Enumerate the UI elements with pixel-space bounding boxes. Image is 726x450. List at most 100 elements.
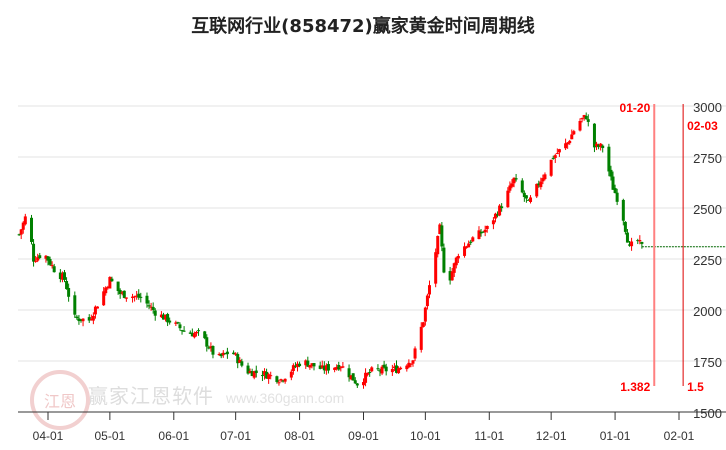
candle-body (382, 364, 386, 368)
candle-body (454, 257, 458, 266)
x-tick-label: 05-01 (95, 429, 126, 443)
watermark-seal (30, 370, 90, 430)
candle-body (36, 257, 40, 261)
candle-body (318, 365, 322, 369)
candle-body (73, 295, 77, 315)
x-tick-label: 04-01 (33, 429, 64, 443)
candle-body (267, 374, 271, 380)
candle-body (104, 287, 108, 294)
candle-body (240, 361, 244, 366)
candle-body (397, 368, 401, 374)
candle-body (30, 217, 34, 242)
candle-body (118, 290, 122, 295)
candle-body (298, 363, 302, 367)
candle-body (514, 178, 518, 180)
y-tick-label: 3000 (693, 100, 722, 115)
candle-body (640, 241, 644, 244)
candle-body (145, 295, 149, 304)
candle-body (95, 306, 99, 309)
candle-body (149, 306, 153, 308)
candle-body (368, 371, 372, 373)
candle-body (225, 351, 229, 355)
x-tick-label: 02-01 (664, 429, 695, 443)
candle-body (623, 221, 627, 232)
candle-body (636, 240, 640, 242)
candle-body (58, 272, 62, 280)
candle-body (421, 322, 425, 327)
candle-body (234, 353, 238, 355)
candle-body (151, 306, 155, 310)
candle-body (223, 353, 227, 355)
candle-body (211, 346, 215, 355)
candle-body (75, 316, 79, 319)
candle-body (81, 318, 85, 322)
candle-body (93, 306, 97, 315)
candle-body (87, 317, 91, 321)
candle-body (296, 363, 300, 368)
candle-body (539, 181, 543, 188)
x-tick-label: 07-01 (220, 429, 251, 443)
candle-body (120, 292, 124, 294)
candle-body (60, 273, 64, 280)
candle-body (541, 178, 545, 182)
candle-body (168, 320, 172, 323)
candle-body (349, 375, 353, 380)
candle-body (592, 123, 596, 148)
candle-body (419, 326, 423, 350)
candle-body (190, 332, 194, 337)
candle-body (32, 243, 36, 262)
candle-body (370, 367, 374, 372)
candle-body (219, 353, 223, 357)
candle-body (520, 180, 524, 193)
candle-body (423, 307, 427, 322)
candle-body (390, 368, 394, 373)
candle-body (621, 199, 625, 221)
candle-body (413, 348, 417, 359)
candle-body (65, 280, 69, 290)
candle-body (289, 371, 293, 378)
candle-body (564, 143, 568, 149)
candle-body (364, 372, 368, 383)
candle-body (467, 243, 471, 248)
candle-body (291, 365, 295, 372)
candle-body (135, 295, 139, 297)
candle-body (38, 255, 42, 259)
candle-body (283, 378, 287, 382)
candle-body (337, 365, 341, 370)
candle-body (551, 157, 555, 159)
x-tick-label: 10-01 (410, 429, 441, 443)
candle-body (463, 246, 467, 256)
candle-body (448, 271, 452, 281)
candle-body (510, 183, 514, 187)
y-tick-label: 1750 (693, 355, 722, 370)
candle-body (19, 229, 23, 235)
candle-body (469, 241, 473, 243)
candle-body (347, 368, 351, 378)
candle-body (252, 371, 256, 378)
candle-body (442, 247, 446, 273)
candle-body (638, 240, 642, 242)
candle-body (308, 365, 312, 368)
candle-body (601, 145, 605, 149)
candle-body (628, 244, 632, 246)
candle-body (139, 296, 143, 298)
candle-body (188, 332, 192, 334)
candle-body (425, 295, 429, 307)
candle-body (543, 174, 547, 180)
candle-body (471, 237, 475, 242)
candle-body (102, 291, 106, 306)
candle-body (147, 305, 151, 307)
candle-body (341, 366, 345, 368)
candle-body (176, 322, 180, 324)
candle-body (122, 290, 126, 298)
candle-body (161, 314, 165, 320)
candle-body (312, 363, 316, 367)
x-tick-label: 06-01 (158, 429, 189, 443)
candle-body (250, 371, 254, 377)
candle-body (440, 225, 444, 247)
candle-body (203, 331, 207, 339)
candle-body (137, 293, 141, 298)
candle-body (205, 337, 209, 347)
